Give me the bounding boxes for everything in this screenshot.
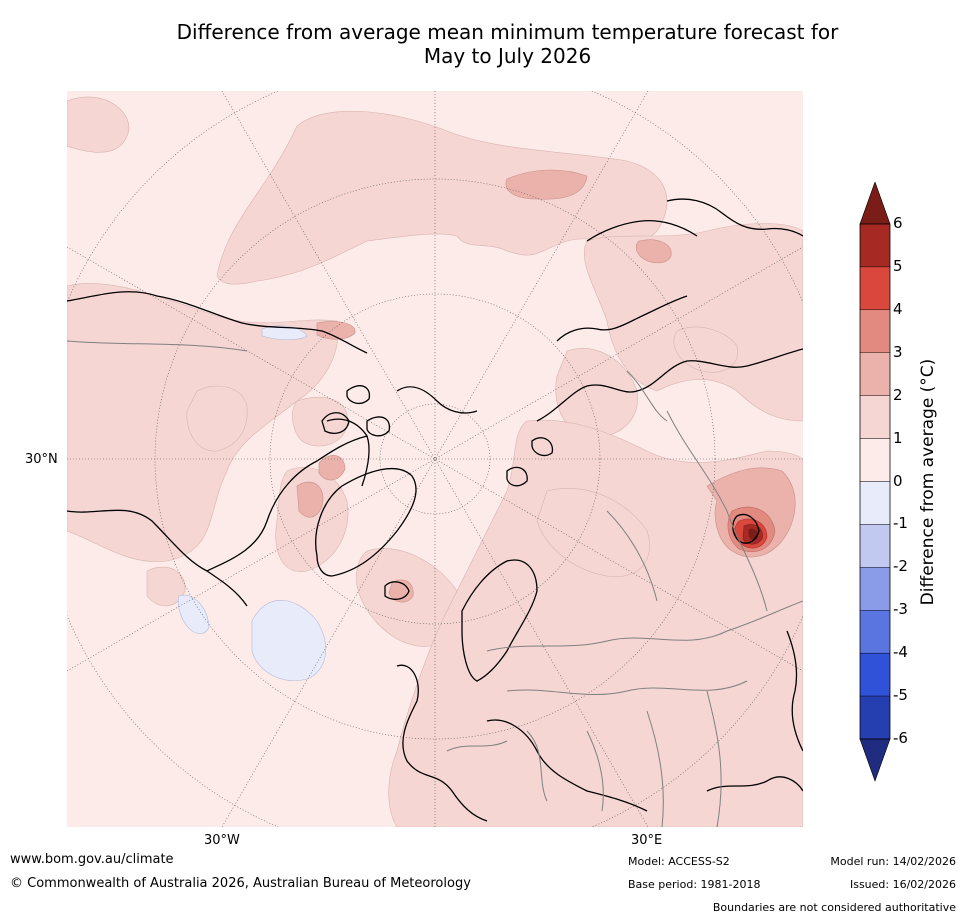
colorbar-bands <box>859 223 891 740</box>
colorbar-band <box>859 524 891 568</box>
colorbar-tick-label: -1 <box>893 514 908 533</box>
anomaly-band-1-2 <box>67 96 803 827</box>
coastlines <box>67 198 803 822</box>
colorbar-band <box>859 652 891 697</box>
map-canvas <box>67 91 803 827</box>
footer-issued: Issued: 16/02/2026 <box>849 878 956 891</box>
chart-title: Difference from average mean minimum tem… <box>60 20 955 68</box>
colorbar-tick-label: 0 <box>893 471 903 490</box>
colorbar-tick-label: -2 <box>893 557 908 576</box>
colorbar-tick-label: 2 <box>893 385 903 404</box>
label-lon-30e: 30°E <box>631 833 663 848</box>
label-lon-30w: 30°W <box>204 833 240 848</box>
anomaly-band-0-m1 <box>177 325 326 681</box>
colorbar-band <box>859 438 891 482</box>
colorbar-graphic <box>859 181 891 782</box>
colorbar-band <box>859 309 891 353</box>
colorbar-extend-bottom <box>859 738 891 782</box>
country-borders <box>67 340 803 827</box>
colorbar-tick-label: 3 <box>893 342 903 361</box>
colorbar-tick-label: -6 <box>893 729 908 747</box>
colorbar-band <box>859 610 891 654</box>
footer-website[interactable]: www.bom.gov.au/climate <box>10 852 174 867</box>
colorbar-tick-label: -3 <box>893 600 908 619</box>
label-lat-30n: 30°N <box>25 452 58 467</box>
colorbar-band <box>859 567 891 611</box>
footer-base-period: Base period: 1981-2018 <box>628 878 761 891</box>
footer-model: Model: ACCESS-S2 <box>628 855 730 868</box>
colorbar-band <box>859 695 891 740</box>
colorbar-tick-label: 1 <box>893 428 903 447</box>
colorbar-tick-label: -5 <box>893 686 908 705</box>
colorbar-title: Difference from average (°C) <box>918 358 938 606</box>
colorbar-band <box>859 266 891 311</box>
footer-model-run: Model run: 14/02/2026 <box>830 855 956 868</box>
title-line-1: Difference from average mean minimum tem… <box>176 20 839 44</box>
colorbar-tick-label: 6 <box>893 214 903 232</box>
footer-disclaimer: Boundaries are not considered authoritat… <box>712 901 956 914</box>
graticule <box>67 91 803 827</box>
title-line-2: May to July 2026 <box>423 44 592 68</box>
colorbar-tick-label: 4 <box>893 299 903 318</box>
colorbar-extend-top <box>859 181 891 225</box>
colorbar-tick-label: -4 <box>893 643 908 662</box>
colorbar-band <box>859 481 891 525</box>
colorbar-tick-label: 5 <box>893 256 903 275</box>
footer-copyright: © Commonwealth of Australia 2026, Austra… <box>10 876 471 891</box>
colorbar-band <box>859 352 891 396</box>
forecast-map[interactable] <box>67 91 803 827</box>
colorbar-band <box>859 395 891 439</box>
colorbar <box>858 181 892 786</box>
colorbar-band <box>859 223 891 268</box>
